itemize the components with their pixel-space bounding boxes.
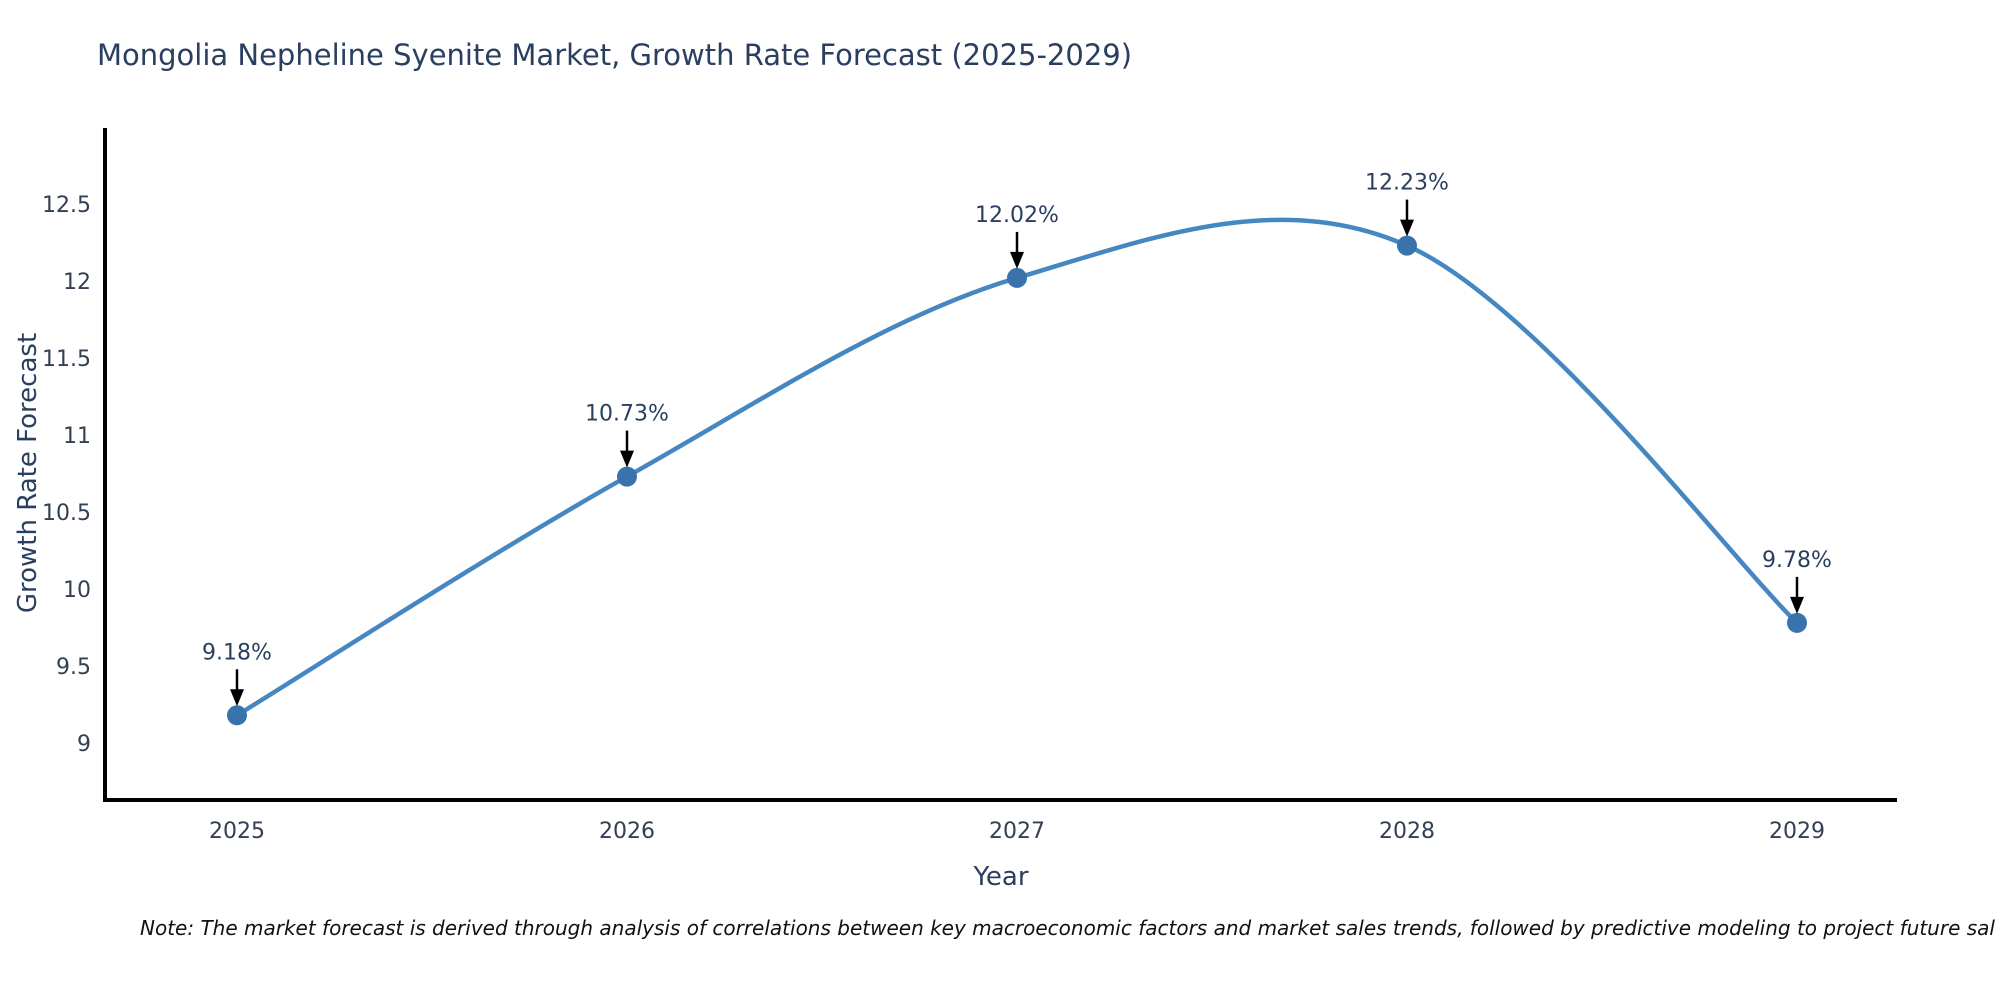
data-point-marker[interactable]: [1007, 267, 1027, 288]
x-tick-label: 2028: [1379, 819, 1435, 844]
data-point-marker[interactable]: [1397, 235, 1417, 256]
annotation-arrowhead: [230, 689, 244, 707]
x-tick-label: 2029: [1769, 819, 1825, 844]
annotation-arrowhead: [1790, 596, 1804, 614]
x-tick-label: 2025: [209, 819, 265, 844]
annotation-arrowhead: [620, 450, 634, 468]
data-point-marker[interactable]: [1787, 612, 1807, 633]
trend-line: [234, 217, 1800, 718]
y-tick-label: 10.5: [42, 501, 91, 526]
annotation-label: 12.23%: [1365, 171, 1449, 196]
footnote: Note: The market forecast is derived thr…: [140, 916, 1995, 940]
annotation-label: 9.78%: [1762, 548, 1832, 573]
y-tick-label: 12: [63, 270, 91, 295]
y-tick-label: 11.5: [42, 347, 91, 372]
x-axis-title: Year: [973, 862, 1029, 892]
annotation-label: 12.02%: [975, 203, 1059, 228]
chart-title: Mongolia Nepheline Syenite Market, Growt…: [97, 38, 1133, 72]
y-axis-title: Growth Rate Forecast: [13, 332, 43, 614]
x-tick-label: 2027: [989, 819, 1045, 844]
y-tick-label: 9: [77, 732, 91, 757]
annotation-arrowhead: [1400, 219, 1414, 237]
y-tick-label: 12.5: [42, 193, 91, 218]
annotation-label: 9.18%: [202, 640, 272, 665]
data-point-marker[interactable]: [617, 466, 637, 487]
x-tick-label: 2026: [599, 819, 655, 844]
data-point-marker[interactable]: [227, 705, 247, 726]
y-tick-label: 10: [63, 578, 91, 603]
annotation-arrowhead: [1010, 251, 1024, 269]
y-tick-label: 9.5: [56, 655, 91, 680]
annotation-label: 10.73%: [585, 402, 669, 427]
y-tick-label: 11: [63, 424, 91, 449]
